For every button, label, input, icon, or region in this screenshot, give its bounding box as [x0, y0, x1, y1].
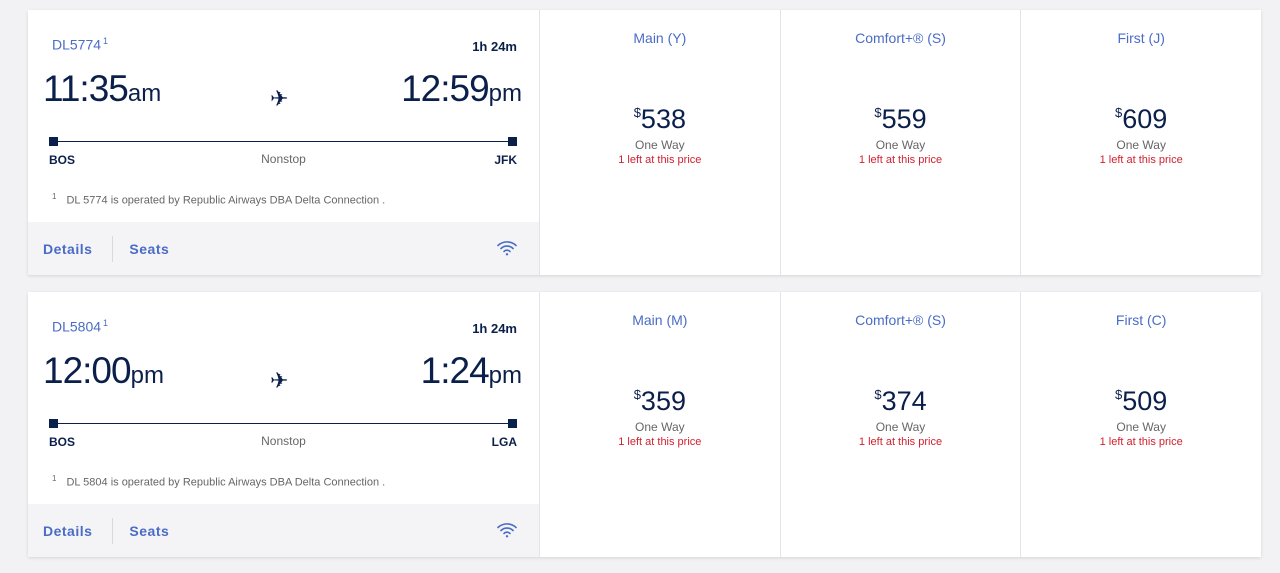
- availability-note: 1 left at this price: [1099, 154, 1183, 166]
- fare-class-title: Comfort+® (S): [855, 312, 946, 328]
- operated-by-note: 1 DL 5774 is operated by Republic Airways…: [52, 192, 385, 207]
- destination-marker: [508, 137, 517, 146]
- seats-link[interactable]: Seats: [129, 522, 170, 539]
- fare-option[interactable]: Main (Y) $538 One Way 1 left at this pri…: [540, 10, 781, 275]
- flight-summary: DL5804 1 1h 24m 12:00pm ✈ 1:24pm Nonstop …: [28, 292, 540, 557]
- flight-number-text: DL5804: [52, 318, 102, 335]
- details-link[interactable]: Details: [43, 240, 93, 257]
- fare-option[interactable]: First (J) $609 One Way 1 left at this pr…: [1021, 10, 1261, 275]
- trip-type: One Way: [875, 138, 926, 152]
- fare-price: $609: [1021, 104, 1261, 135]
- arrival-time: 1:24pm: [421, 350, 522, 392]
- price-value: 538: [640, 104, 686, 134]
- footnote-mark: 1: [103, 36, 109, 46]
- fare-option[interactable]: Comfort+® (S) $559 One Way 1 left at thi…: [781, 10, 1022, 275]
- availability-note: 1 left at this price: [858, 154, 943, 166]
- flight-actions: Details Seats: [28, 222, 539, 275]
- duration: 1h 24m: [472, 39, 517, 54]
- departure-ampm: pm: [130, 362, 164, 389]
- trip-type: One Way: [1116, 420, 1166, 434]
- departure-time: 11:35am: [43, 68, 161, 110]
- flight-card: DL5774 1 1h 24m 11:35am ✈ 12:59pm Nonstop…: [28, 10, 1261, 275]
- currency-symbol: $: [1115, 387, 1123, 402]
- route-line: [49, 141, 517, 142]
- flight-summary: DL5774 1 1h 24m 11:35am ✈ 12:59pm Nonstop…: [28, 10, 540, 275]
- fare-option[interactable]: Main (M) $359 One Way 1 left at this pri…: [540, 292, 781, 557]
- fare-option[interactable]: First (C) $509 One Way 1 left at this pr…: [1021, 292, 1261, 557]
- arrival-time-value: 1:24: [420, 350, 490, 391]
- destination-code: LGA: [491, 435, 517, 449]
- currency-symbol: $: [1115, 105, 1123, 120]
- availability-note: 1 left at this price: [1099, 436, 1183, 448]
- departure-time-value: 12:00: [43, 350, 132, 391]
- origin-code: BOS: [49, 153, 76, 167]
- airplane-icon: ✈: [270, 368, 289, 393]
- trip-type: One Way: [635, 420, 685, 434]
- airplane-icon: ✈: [270, 86, 289, 111]
- departure-time-value: 11:35: [43, 68, 129, 109]
- departure-ampm: am: [127, 80, 162, 107]
- availability-note: 1 left at this price: [618, 436, 702, 448]
- wifi-icon: [497, 523, 517, 538]
- destination-code: JFK: [494, 153, 517, 167]
- route-line: [49, 423, 517, 424]
- price-value: 374: [881, 386, 927, 416]
- arrival-time: 12:59pm: [401, 68, 522, 110]
- footnote-mark: 1: [103, 318, 109, 328]
- trip-type: One Way: [635, 138, 685, 152]
- price-value: 559: [881, 104, 927, 134]
- flight-number[interactable]: DL5804 1: [52, 318, 108, 335]
- details-link[interactable]: Details: [43, 522, 93, 539]
- divider: [112, 235, 114, 262]
- price-value: 359: [640, 386, 686, 416]
- seats-link[interactable]: Seats: [129, 240, 170, 257]
- fare-class-title: Main (M): [632, 312, 688, 328]
- currency-symbol: $: [633, 387, 641, 402]
- currency-symbol: $: [874, 387, 882, 402]
- fare-class-title: Main (Y): [633, 30, 687, 46]
- flight-card: DL5804 1 1h 24m 12:00pm ✈ 1:24pm Nonstop …: [28, 292, 1261, 557]
- flight-number-text: DL5774: [52, 36, 102, 53]
- operated-by-note: 1 DL 5804 is operated by Republic Airways…: [52, 474, 385, 489]
- trip-type: One Way: [1116, 138, 1166, 152]
- price-value: 609: [1122, 104, 1168, 134]
- arrival-time-value: 12:59: [401, 68, 490, 109]
- arrival-ampm: pm: [488, 80, 522, 107]
- departure-time: 12:00pm: [43, 350, 164, 392]
- wifi-icon: [497, 241, 517, 256]
- fare-price: $509: [1021, 386, 1261, 417]
- arrival-ampm: pm: [488, 362, 522, 389]
- fare-price: $374: [781, 386, 1021, 417]
- duration: 1h 24m: [472, 321, 517, 336]
- origin-marker: [49, 419, 58, 428]
- stops-label: Nonstop: [261, 152, 306, 166]
- availability-note: 1 left at this price: [618, 154, 702, 166]
- currency-symbol: $: [874, 105, 882, 120]
- footnote-mark: 1: [52, 192, 57, 201]
- fare-class-title: First (C): [1115, 312, 1167, 328]
- flight-number[interactable]: DL5774 1: [52, 36, 108, 53]
- fare-price: $559: [781, 104, 1021, 135]
- origin-marker: [49, 137, 58, 146]
- origin-code: BOS: [49, 435, 76, 449]
- currency-symbol: $: [633, 105, 641, 120]
- destination-marker: [508, 419, 517, 428]
- operated-by-text: DL 5774 is operated by Republic Airways …: [66, 194, 386, 207]
- fare-class-title: Comfort+® (S): [855, 30, 946, 46]
- footnote-mark: 1: [52, 474, 57, 483]
- price-value: 509: [1122, 386, 1168, 416]
- fare-option[interactable]: Comfort+® (S) $374 One Way 1 left at thi…: [781, 292, 1022, 557]
- fare-class-title: First (J): [1117, 30, 1165, 46]
- operated-by-text: DL 5804 is operated by Republic Airways …: [66, 476, 386, 489]
- trip-type: One Way: [875, 420, 926, 434]
- divider: [112, 517, 114, 544]
- fare-price: $538: [540, 104, 780, 135]
- availability-note: 1 left at this price: [858, 436, 943, 448]
- stops-label: Nonstop: [261, 434, 306, 448]
- flight-actions: Details Seats: [28, 504, 539, 557]
- fare-price: $359: [540, 386, 780, 417]
